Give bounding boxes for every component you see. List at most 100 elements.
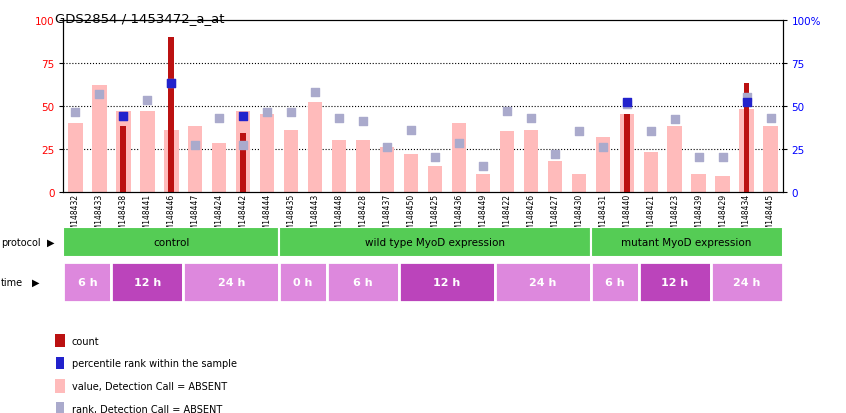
Point	[476, 163, 490, 170]
Point	[236, 113, 250, 120]
Bar	[69, 123, 83, 192]
Text: protocol: protocol	[1, 237, 41, 248]
Bar	[524, 131, 538, 192]
Point	[404, 127, 418, 134]
Bar	[572, 175, 586, 192]
Bar	[140, 112, 155, 192]
Bar	[240, 134, 246, 192]
Text: 24 h: 24 h	[217, 277, 245, 287]
Text: 6 h: 6 h	[605, 277, 624, 287]
Point	[140, 98, 154, 104]
Point	[189, 142, 202, 149]
Point	[620, 101, 634, 108]
Point	[164, 81, 178, 88]
Bar	[591, 262, 639, 302]
Text: mutant MyoD expression: mutant MyoD expression	[622, 237, 752, 248]
Text: 24 h: 24 h	[529, 277, 557, 287]
Bar	[327, 262, 399, 302]
Bar	[168, 38, 174, 192]
Point	[117, 113, 130, 120]
Bar	[184, 262, 279, 302]
Text: 24 h: 24 h	[733, 277, 761, 287]
Point	[739, 100, 753, 106]
Bar	[667, 127, 682, 192]
Bar	[711, 262, 783, 302]
Point	[92, 91, 106, 97]
Bar	[112, 262, 184, 302]
Point	[117, 113, 130, 120]
Bar	[547, 161, 562, 192]
Point	[716, 154, 729, 161]
Point	[620, 100, 634, 106]
Bar	[116, 112, 130, 192]
Point	[428, 154, 442, 161]
Point	[164, 81, 178, 88]
Bar	[591, 228, 783, 258]
Point	[212, 115, 226, 122]
Text: 0 h: 0 h	[294, 277, 313, 287]
Bar	[475, 175, 490, 192]
Point	[524, 115, 537, 122]
Bar	[428, 166, 442, 192]
Text: time: time	[1, 277, 23, 287]
Bar	[596, 137, 610, 192]
Point	[667, 117, 681, 123]
Point	[572, 129, 585, 135]
Bar	[380, 147, 394, 192]
Bar	[279, 262, 327, 302]
Bar	[63, 228, 279, 258]
Bar	[763, 127, 777, 192]
Bar	[624, 115, 629, 192]
Text: control: control	[153, 237, 190, 248]
Point	[764, 115, 777, 122]
Bar	[691, 175, 706, 192]
Bar	[308, 103, 322, 192]
Text: percentile rank within the sample: percentile rank within the sample	[72, 358, 237, 368]
Text: ▶: ▶	[32, 277, 40, 287]
Point	[739, 95, 753, 101]
Text: 12 h: 12 h	[433, 277, 460, 287]
Point	[452, 141, 465, 147]
Text: rank, Detection Call = ABSENT: rank, Detection Call = ABSENT	[72, 404, 222, 413]
Bar	[739, 110, 754, 192]
Bar	[500, 132, 514, 192]
Bar	[188, 127, 202, 192]
Point	[500, 108, 514, 115]
Text: 12 h: 12 h	[134, 277, 161, 287]
Bar	[495, 262, 591, 302]
Point	[332, 115, 346, 122]
Bar	[716, 177, 730, 192]
Bar	[644, 153, 658, 192]
Point	[284, 110, 298, 116]
Point	[692, 154, 706, 161]
Point	[380, 144, 393, 151]
Point	[69, 110, 82, 116]
Bar	[452, 123, 466, 192]
Point	[236, 142, 250, 149]
Text: wild type MyoD expression: wild type MyoD expression	[365, 237, 505, 248]
Text: count: count	[72, 336, 100, 346]
Point	[261, 110, 274, 116]
Bar	[236, 112, 250, 192]
Bar	[260, 115, 274, 192]
Bar	[279, 228, 591, 258]
Bar	[404, 154, 418, 192]
Bar	[619, 115, 634, 192]
Bar	[744, 84, 750, 192]
Point	[644, 129, 657, 135]
Bar	[356, 140, 371, 192]
Text: 6 h: 6 h	[354, 277, 373, 287]
Text: ▶: ▶	[47, 237, 54, 248]
Bar	[164, 131, 179, 192]
Bar	[212, 144, 227, 192]
Bar	[639, 262, 711, 302]
Bar	[63, 262, 112, 302]
Text: GDS2854 / 1453472_a_at: GDS2854 / 1453472_a_at	[55, 12, 224, 25]
Bar	[399, 262, 495, 302]
Point	[548, 151, 562, 158]
Bar	[92, 86, 107, 192]
Bar	[284, 131, 299, 192]
Text: 12 h: 12 h	[661, 277, 689, 287]
Point	[596, 144, 609, 151]
Text: 6 h: 6 h	[78, 277, 97, 287]
